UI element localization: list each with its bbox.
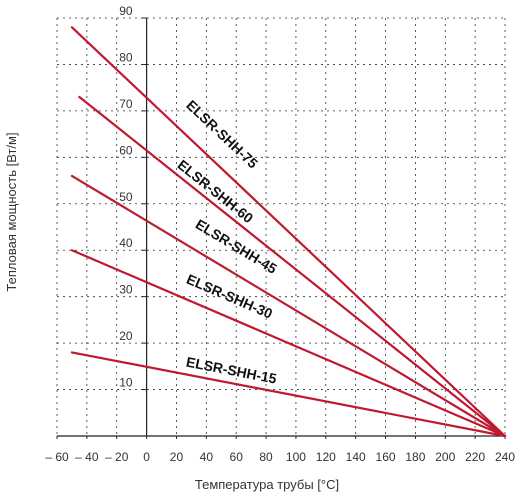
x-tick-label: 80 bbox=[259, 450, 273, 464]
x-tick-label: 220 bbox=[465, 450, 485, 464]
series-line-elsr-shh-30 bbox=[70, 249, 507, 438]
x-tick-label: 20 bbox=[170, 450, 184, 464]
series-lines bbox=[70, 26, 507, 438]
y-axis-title: Тепловая мощность [Вт/м] bbox=[4, 132, 19, 291]
x-tick-label: 240 bbox=[495, 450, 515, 464]
x-tick-label: 120 bbox=[316, 450, 336, 464]
x-tick-label: 140 bbox=[346, 450, 366, 464]
y-tick-label: 60 bbox=[119, 143, 133, 157]
x-axis-title: Температура трубы [°C] bbox=[195, 477, 339, 492]
x-tick-label: 160 bbox=[376, 450, 396, 464]
x-tick-label: 180 bbox=[405, 450, 425, 464]
series-line-elsr-shh-75 bbox=[70, 26, 507, 438]
y-tick-label: 50 bbox=[119, 190, 133, 204]
y-tick-label: 80 bbox=[119, 50, 133, 64]
x-tick-label: – 60 bbox=[45, 450, 69, 464]
x-tick-label: – 40 bbox=[75, 450, 99, 464]
tick-labels: 10 20 30 40 50 60 70 80 90 – 60 – 40 – 20 0 20 40 60 80 1… bbox=[45, 4, 515, 464]
series-line-elsr-shh-15 bbox=[70, 351, 507, 438]
y-tick-label: 20 bbox=[119, 329, 133, 343]
x-tick-label: – 20 bbox=[105, 450, 129, 464]
series-label-elsr-shh-75: ELSR-SHH-75 bbox=[183, 97, 261, 172]
x-tick-label: 40 bbox=[200, 450, 214, 464]
series-line-elsr-shh-60 bbox=[78, 95, 507, 438]
y-tick-label: 70 bbox=[119, 97, 133, 111]
y-tick-label: 90 bbox=[119, 4, 133, 18]
series-line-elsr-shh-45 bbox=[70, 174, 507, 438]
x-tick-label: 100 bbox=[286, 450, 306, 464]
y-tick-label: 10 bbox=[119, 376, 133, 390]
y-tick-label: 30 bbox=[119, 283, 133, 297]
x-tick-label: 60 bbox=[230, 450, 244, 464]
y-tick-label: 40 bbox=[119, 236, 133, 250]
x-tick-label: 200 bbox=[435, 450, 455, 464]
x-tick-label: 0 bbox=[143, 450, 150, 464]
series-label-elsr-shh-15: ELSR-SHH-15 bbox=[185, 354, 278, 387]
